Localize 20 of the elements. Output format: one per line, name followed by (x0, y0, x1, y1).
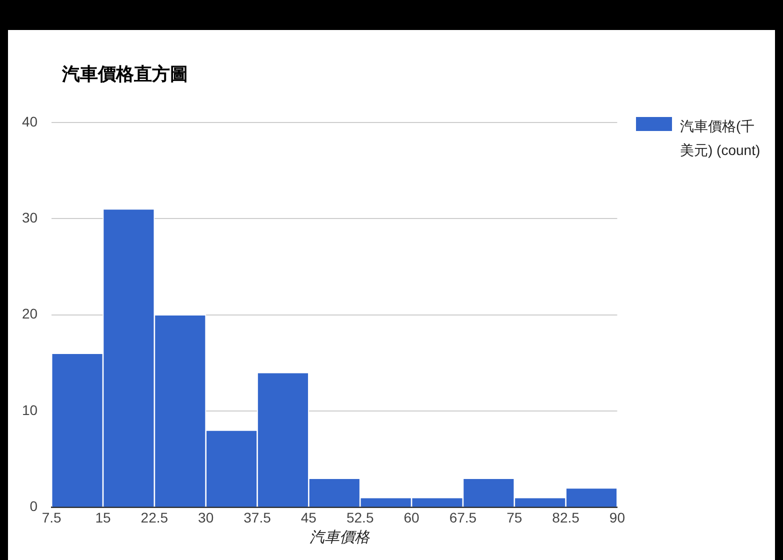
y-tick-label: 40 (22, 113, 38, 130)
x-tick-label: 30 (198, 509, 214, 526)
x-tick-label: 60 (404, 509, 420, 526)
legend-label: 汽車價格(千美元) (count) (680, 117, 762, 160)
y-tick-label: 20 (22, 306, 38, 322)
x-tick-label: 22.5 (140, 509, 168, 526)
x-tick-label: 37.5 (244, 509, 272, 526)
y-tick-label: 0 (30, 498, 38, 514)
x-tick-label: 67.5 (449, 509, 477, 526)
x-axis-title: 汽車價格 (308, 528, 371, 547)
y-tick-label: 10 (22, 402, 38, 418)
chart-title: 汽車價格直方圖 (62, 63, 188, 86)
x-tick-label: 90 (609, 509, 626, 526)
x-tick-label: 15 (95, 509, 111, 526)
x-tick-label: 7.5 (42, 509, 62, 526)
x-tick-label: 75 (506, 509, 522, 526)
x-tick-label: 52.5 (346, 509, 374, 526)
x-tick-label: 82.5 (552, 509, 580, 526)
x-tick-label: 45 (300, 509, 317, 526)
y-tick-label: 30 (22, 209, 38, 226)
